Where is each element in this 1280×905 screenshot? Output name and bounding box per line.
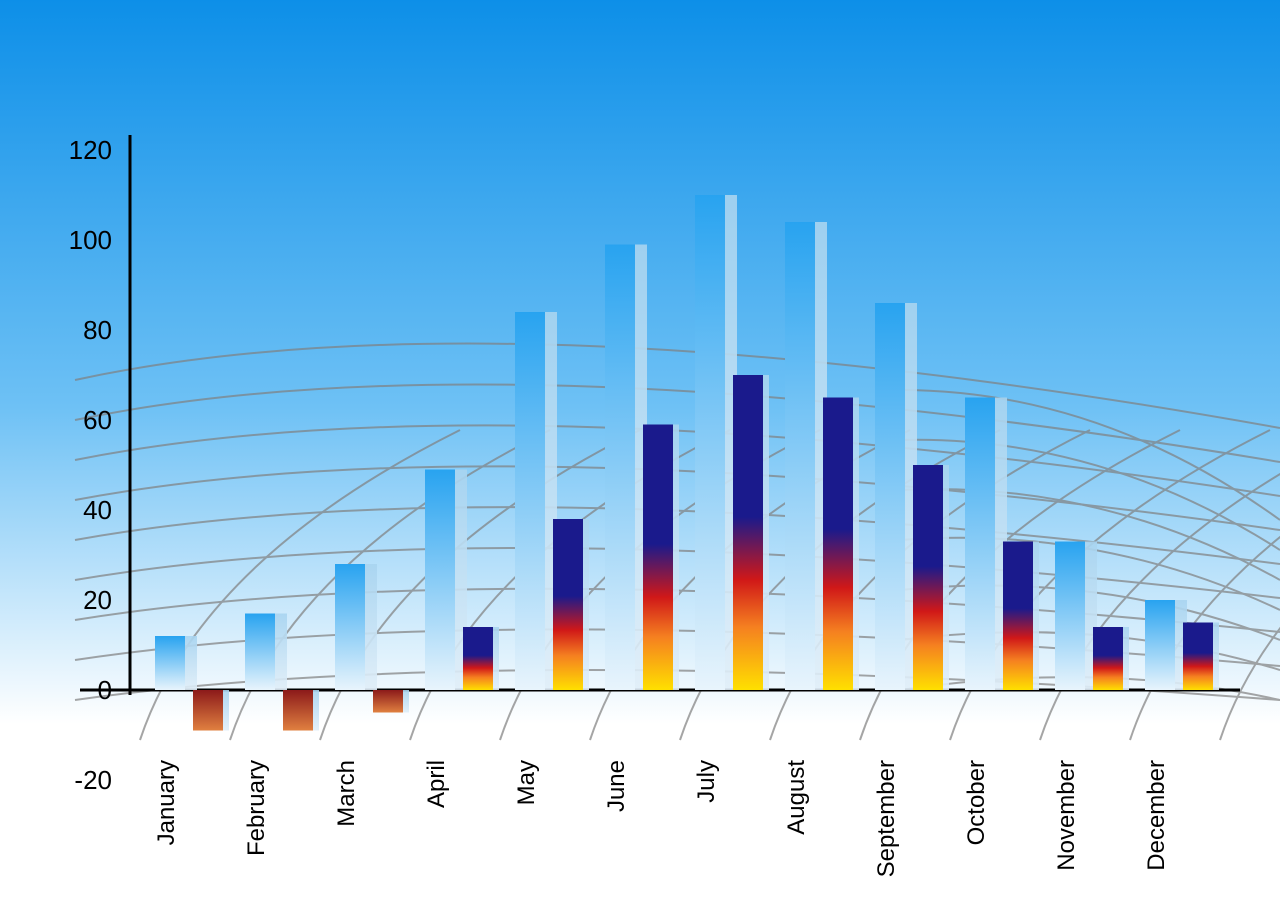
bar-series-b bbox=[643, 425, 673, 691]
bar-series-a bbox=[1145, 600, 1175, 690]
x-category-label: June bbox=[603, 760, 630, 812]
bar-series-b bbox=[1093, 627, 1123, 690]
x-category-label: March bbox=[333, 760, 360, 827]
bar-series-b bbox=[283, 690, 313, 731]
bar-series-a bbox=[605, 245, 635, 691]
bar-series-a bbox=[695, 195, 725, 690]
x-category-label: December bbox=[1143, 760, 1170, 871]
y-tick-label: 80 bbox=[83, 315, 112, 345]
y-tick-label: 40 bbox=[83, 495, 112, 525]
x-category-label: August bbox=[783, 760, 810, 835]
bar-series-b bbox=[193, 690, 223, 731]
y-tick-label: -20 bbox=[74, 765, 112, 795]
bar-series-a bbox=[1055, 542, 1085, 691]
x-category-label: October bbox=[963, 760, 990, 845]
bar-series-a bbox=[875, 303, 905, 690]
bar-series-a bbox=[335, 564, 365, 690]
y-tick-label: 60 bbox=[83, 405, 112, 435]
bar-series-b bbox=[373, 690, 403, 713]
x-category-label: November bbox=[1053, 760, 1080, 871]
bar-series-a bbox=[155, 636, 185, 690]
bar-series-b bbox=[1183, 623, 1213, 691]
monthly-bar-chart: -20020406080100120JanuaryFebruaryMarchAp… bbox=[0, 0, 1280, 905]
bar-series-b bbox=[733, 375, 763, 690]
bar-series-b bbox=[1003, 542, 1033, 691]
bar-series-a bbox=[965, 398, 995, 691]
x-category-label: April bbox=[423, 760, 450, 808]
y-tick-label: 120 bbox=[69, 135, 112, 165]
x-category-label: February bbox=[243, 760, 270, 856]
bar-series-b bbox=[463, 627, 493, 690]
bar-series-a bbox=[425, 470, 455, 691]
x-category-label: September bbox=[873, 760, 900, 877]
bar-series-a bbox=[785, 222, 815, 690]
y-tick-label: 100 bbox=[69, 225, 112, 255]
x-category-label: May bbox=[513, 760, 540, 805]
x-category-label: January bbox=[153, 760, 180, 845]
y-tick-label: 20 bbox=[83, 585, 112, 615]
bar-series-a bbox=[245, 614, 275, 691]
bar-series-a bbox=[515, 312, 545, 690]
x-category-label: July bbox=[693, 760, 720, 803]
bar-series-b bbox=[913, 465, 943, 690]
bar-series-b bbox=[823, 398, 853, 691]
bar-series-b bbox=[553, 519, 583, 690]
